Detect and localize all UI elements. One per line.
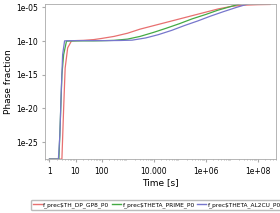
Legend: f_prec$TH_DP_GP8_P0, f_prec$THETA_PRIME_P0, f_prec$THETA_AL2CU_P0: f_prec$TH_DP_GP8_P0, f_prec$THETA_PRIME_… <box>31 200 280 210</box>
Y-axis label: Phase fraction: Phase fraction <box>4 49 13 114</box>
X-axis label: Time [s]: Time [s] <box>142 178 179 187</box>
